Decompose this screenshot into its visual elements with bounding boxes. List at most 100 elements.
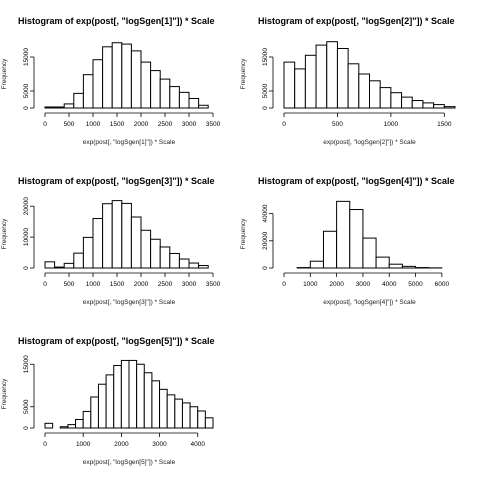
x-tick-label: 4000: [190, 441, 205, 448]
y-tick-label: 10000: [23, 228, 30, 246]
x-axis-label: exp(post[, "logSgen[3]"]) * Scale: [83, 299, 176, 306]
histogram-bar: [113, 365, 122, 429]
histogram-bar: [54, 266, 65, 269]
y-axis-label: Frequency: [1, 218, 8, 249]
y-tick-label: 5000: [23, 399, 30, 414]
histogram-bar: [401, 265, 417, 269]
histogram-bar: [75, 419, 84, 429]
histogram-bar: [143, 372, 153, 429]
histogram-bar: [102, 46, 113, 109]
x-tick-label: 2000: [329, 281, 344, 288]
x-tick-label: 2000: [134, 121, 149, 128]
x-tick-label: 0: [43, 281, 47, 288]
histogram-bar: [198, 104, 209, 109]
histogram-bar: [159, 78, 171, 109]
histogram-bar: [169, 252, 180, 269]
x-tick-label: 1000: [86, 121, 101, 128]
histogram-bar: [59, 426, 69, 429]
histogram-bar: [140, 61, 152, 109]
chart-title: Histogram of exp(post[, "logSgen[3]"]) *…: [18, 176, 215, 186]
histogram-bar: [178, 258, 190, 269]
histogram-bar: [283, 61, 296, 109]
x-tick-label: 1000: [76, 441, 91, 448]
histogram-bar: [349, 209, 364, 269]
histogram-bar: [358, 73, 370, 109]
histogram-bar: [97, 383, 107, 429]
x-tick-label: 3000: [182, 121, 197, 128]
histogram-panel-4: Histogram of exp(post[, "logSgen[4]"]) *…: [240, 176, 455, 306]
histogram-bar: [120, 359, 130, 429]
y-tick-label: 20000: [262, 231, 269, 249]
y-tick-label: 0: [23, 266, 30, 270]
histogram-bar: [181, 402, 191, 429]
histogram-bar: [388, 263, 403, 269]
histogram-bar: [111, 200, 123, 269]
chart-title: Histogram of exp(post[, "logSgen[1]"]) *…: [18, 16, 215, 26]
histogram-bar: [178, 91, 190, 109]
histogram-bar: [63, 262, 75, 269]
y-axis-label: Frequency: [1, 378, 8, 409]
histogram-bar: [121, 43, 132, 109]
x-axis-label: exp(post[, "logSgen[1]"]) * Scale: [83, 139, 176, 146]
histogram-bar: [44, 422, 54, 429]
x-axis-label: exp(post[, "logSgen[4]"]) * Scale: [323, 299, 416, 306]
histogram-bar: [140, 229, 152, 269]
histogram-bar: [82, 74, 94, 109]
y-axis-label: Frequency: [240, 218, 247, 249]
histogram-bar: [197, 410, 206, 429]
chart-title: Histogram of exp(post[, "logSgen[2]"]) *…: [258, 16, 455, 26]
histogram-bar: [82, 236, 94, 269]
y-axis-label: Frequency: [240, 58, 247, 89]
y-tick-label: 5000: [262, 83, 269, 98]
x-tick-label: 3000: [152, 441, 167, 448]
x-tick-label: 3500: [206, 121, 221, 128]
x-axis-label: exp(post[, "logSgen[5]"]) * Scale: [83, 459, 176, 466]
histogram-bar: [102, 203, 113, 269]
y-tick-label: 15000: [23, 48, 30, 66]
y-tick-label: 0: [23, 106, 30, 110]
histogram-bar: [73, 252, 84, 269]
histogram-bar: [188, 262, 200, 269]
histogram-bar: [198, 265, 209, 269]
histogram-bar: [44, 106, 56, 109]
histogram-bar: [347, 63, 360, 109]
x-tick-label: 1000: [303, 281, 318, 288]
x-tick-label: 2500: [158, 281, 173, 288]
x-tick-label: 1000: [86, 281, 101, 288]
histogram-bar: [375, 256, 390, 269]
histogram-bar: [433, 104, 445, 109]
x-tick-label: 500: [64, 121, 75, 128]
histogram-bar: [128, 359, 138, 429]
x-tick-label: 1500: [437, 121, 452, 128]
histogram-bar: [309, 260, 324, 269]
histogram-bar: [204, 417, 214, 429]
histogram-bar: [63, 103, 75, 109]
histogram-panel-2: Histogram of exp(post[, "logSgen[2]"]) *…: [240, 16, 456, 146]
y-tick-label: 0: [262, 266, 269, 270]
histogram-bar: [369, 80, 381, 109]
histogram-bar: [150, 70, 161, 109]
histogram-bar: [159, 246, 171, 269]
x-tick-label: 1500: [110, 281, 125, 288]
x-axis-label: exp(post[, "logSgen[2]"]) * Scale: [323, 139, 416, 146]
x-tick-label: 1000: [384, 121, 399, 128]
chart-title: Histogram of exp(post[, "logSgen[5]"]) *…: [18, 336, 215, 346]
y-tick-label: 20000: [23, 197, 30, 215]
x-tick-label: 5000: [408, 281, 423, 288]
chart-title: Histogram of exp(post[, "logSgen[4]"]) *…: [258, 176, 455, 186]
y-tick-label: 0: [23, 426, 30, 430]
x-tick-label: 1500: [110, 121, 125, 128]
histogram-bar: [151, 380, 161, 429]
histogram-bar: [411, 100, 424, 109]
x-tick-label: 3000: [356, 281, 371, 288]
x-tick-label: 2500: [158, 121, 173, 128]
histogram-bar: [322, 230, 338, 269]
x-tick-label: 3500: [206, 281, 221, 288]
histogram-bar: [443, 106, 456, 109]
histogram-bar: [379, 87, 392, 109]
y-tick-label: 15000: [262, 48, 269, 66]
histogram-bar: [105, 374, 115, 429]
histogram-bar: [188, 97, 200, 109]
histogram-bar: [304, 54, 317, 109]
histogram-bar: [362, 237, 377, 269]
